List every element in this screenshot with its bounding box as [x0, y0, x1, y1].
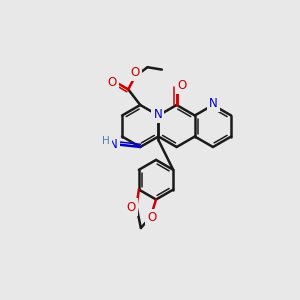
Text: O: O	[148, 211, 157, 224]
Text: O: O	[127, 200, 136, 214]
Text: N: N	[109, 137, 118, 151]
Text: N: N	[208, 97, 217, 110]
Text: N: N	[154, 107, 162, 121]
Text: H: H	[102, 136, 110, 146]
Text: O: O	[177, 79, 187, 92]
Text: O: O	[131, 65, 140, 79]
Text: O: O	[107, 76, 117, 89]
